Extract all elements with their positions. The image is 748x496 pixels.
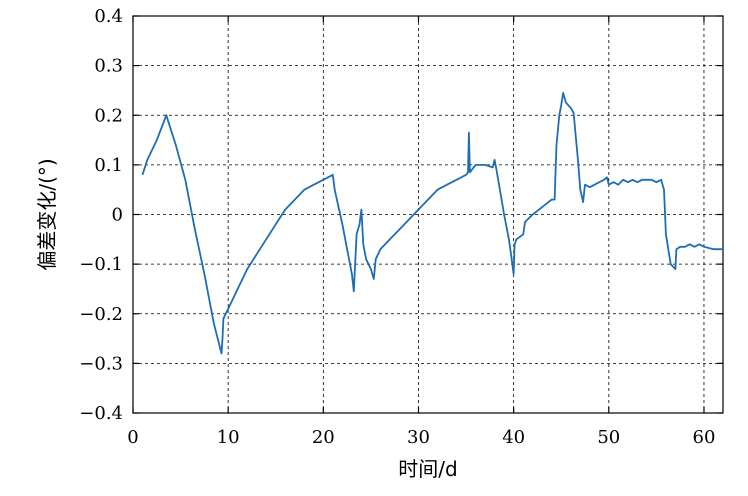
ticks — [132, 15, 723, 414]
y-tick-labels: −0.4 −0.3 −0.2 −0.1 0 0.1 0.2 0.3 0.4 — [79, 6, 123, 424]
y-tick-label: −0.1 — [79, 254, 123, 275]
x-tick-label: 50 — [597, 427, 620, 448]
y-tick-label: 0.2 — [94, 105, 123, 126]
series-line — [141, 92, 723, 355]
x-tick-label: 60 — [693, 427, 716, 448]
x-tick-label: 20 — [312, 427, 335, 448]
x-axis-label: 时间/d — [398, 457, 457, 481]
grid — [133, 16, 723, 413]
x-tick-label: 10 — [217, 427, 240, 448]
y-tick-label: 0 — [112, 205, 123, 226]
y-tick-label: 0.1 — [94, 155, 123, 176]
y-tick-label: 0.3 — [94, 56, 123, 77]
y-tick-label: −0.4 — [79, 403, 123, 424]
y-tick-label: 0.4 — [94, 6, 123, 27]
y-axis-label: 偏差变化/(°) — [35, 158, 59, 270]
x-tick-label: 40 — [502, 427, 525, 448]
x-tick-labels: 0 10 20 30 40 50 60 — [127, 427, 715, 448]
x-tick-label: 0 — [127, 427, 138, 448]
x-tick-label: 30 — [407, 427, 430, 448]
y-tick-label: −0.3 — [79, 353, 123, 374]
y-tick-label: −0.2 — [79, 304, 123, 325]
series-layer — [141, 92, 723, 355]
